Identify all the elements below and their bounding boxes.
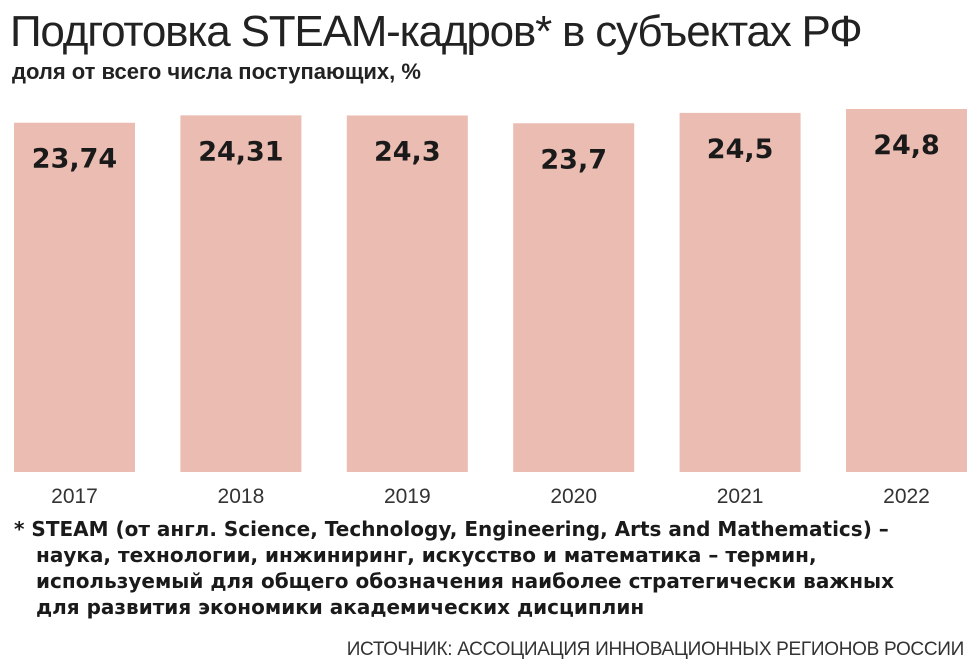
bar-2021 bbox=[679, 112, 801, 472]
x-tick-label-2022: 2022 bbox=[883, 485, 930, 508]
x-tick-label-2019: 2019 bbox=[384, 485, 431, 508]
footnote: * STEAM (от англ. Science, Technology, E… bbox=[14, 516, 964, 620]
data-label-2019: 24,3 bbox=[374, 136, 441, 167]
bar-chart: 23,74 24,31 24,3 23,7 24,5 24,8 2017 2018 2019 2… bbox=[14, 109, 967, 508]
bar-2022 bbox=[846, 109, 967, 472]
chart-title: Подготовка STEAM-кадров* в субъектах РФ bbox=[10, 7, 863, 56]
bar-2020 bbox=[513, 123, 635, 472]
footnote-line: * STEAM (от англ. Science, Technology, E… bbox=[14, 517, 889, 541]
chart-subtitle: доля от всего числа поступающих, % bbox=[12, 59, 421, 84]
bars-group bbox=[14, 109, 967, 473]
bar-2019 bbox=[346, 115, 468, 472]
data-label-2018: 24,31 bbox=[198, 136, 283, 167]
x-tick-label-2020: 2020 bbox=[550, 485, 597, 508]
x-tick-label-2017: 2017 bbox=[51, 485, 98, 508]
footnote-line: используемый для общего обозначения наиб… bbox=[36, 569, 895, 593]
data-label-2021: 24,5 bbox=[707, 134, 774, 165]
footnote-line: для развития экономики академических дис… bbox=[36, 595, 645, 619]
x-tick-label-2021: 2021 bbox=[717, 485, 764, 508]
data-label-2020: 23,7 bbox=[540, 144, 607, 175]
x-tick-label-2018: 2018 bbox=[218, 485, 265, 508]
footnote-line: наука, технологии, инжиниринг, искусство… bbox=[36, 543, 817, 567]
bar-2017 bbox=[14, 122, 135, 473]
bar-2018 bbox=[180, 115, 302, 472]
data-label-2022: 24,8 bbox=[873, 130, 940, 161]
x-tick-labels-group: 2017 2018 2019 2020 2021 2022 bbox=[51, 485, 930, 508]
value-labels-group: 23,74 24,31 24,3 23,7 24,5 24,8 bbox=[32, 130, 940, 175]
source-note: ИСТОЧНИК: АССОЦИАЦИЯ ИННОВАЦИОННЫХ РЕГИО… bbox=[346, 639, 965, 660]
data-label-2017: 23,74 bbox=[32, 144, 117, 175]
